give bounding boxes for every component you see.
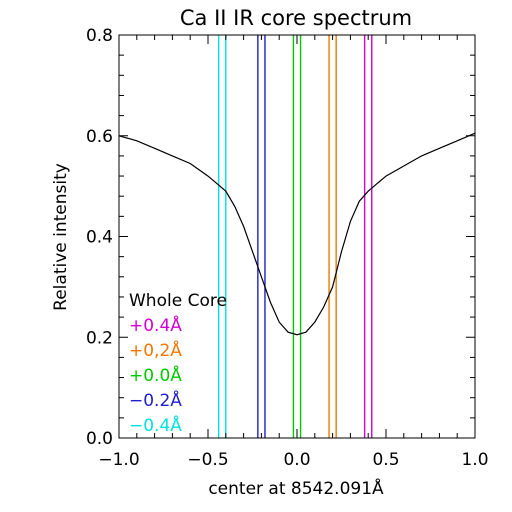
axis-ticks: −1.0 −0.5 0.0 0.5 1.0 0.0 0.2 0.4 0.6 0.8 <box>86 26 489 470</box>
x-tick-label-1: −0.5 <box>187 450 228 470</box>
legend-entry-2: +0,2Å <box>129 339 182 361</box>
y-tick-label-0: 0.0 <box>86 429 113 449</box>
y-tick-label-3: 0.6 <box>86 127 113 147</box>
legend-entry-4: −0.2Å <box>129 389 182 411</box>
band-lines <box>217 35 373 438</box>
y-tick-label-2: 0.4 <box>86 228 113 248</box>
x-tick-label-4: 1.0 <box>461 450 488 470</box>
legend-entry-1: +0.4Å <box>129 314 182 336</box>
legend-entry-0: Whole Core <box>129 291 227 311</box>
y-axis-label: Relative intensity <box>51 163 71 311</box>
spectrum-line <box>118 132 476 336</box>
y-tick-label-4: 0.8 <box>86 26 113 46</box>
legend: Whole Core +0.4Å +0,2Å +0.0Å −0.2Å −0.4Å <box>129 291 227 436</box>
legend-entry-3: +0.0Å <box>129 364 182 386</box>
x-tick-label-0: −1.0 <box>98 450 139 470</box>
chart-title: Ca II IR core spectrum <box>180 6 412 30</box>
x-tick-label-3: 0.5 <box>372 450 399 470</box>
x-tick-label-2: 0.0 <box>283 450 310 470</box>
legend-entry-5: −0.4Å <box>129 414 182 436</box>
x-axis-label: center at 8542.091Å <box>208 477 384 499</box>
y-tick-label-1: 0.2 <box>86 328 113 348</box>
